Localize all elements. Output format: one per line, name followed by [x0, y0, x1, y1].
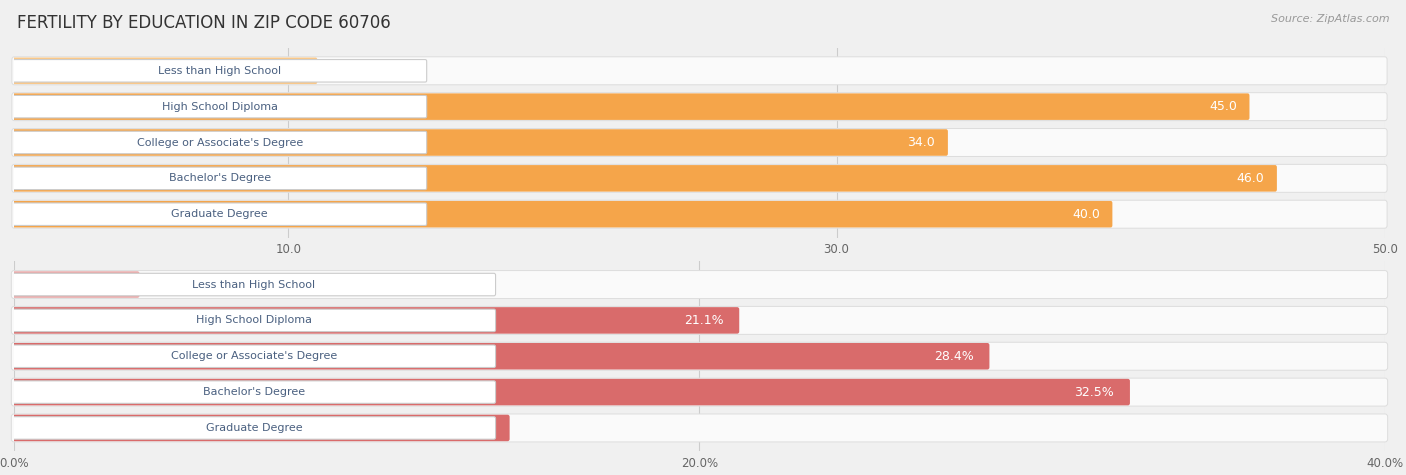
FancyBboxPatch shape [11, 200, 1388, 228]
Text: Bachelor's Degree: Bachelor's Degree [202, 387, 305, 397]
Text: 45.0: 45.0 [1209, 100, 1237, 113]
FancyBboxPatch shape [13, 203, 426, 226]
FancyBboxPatch shape [13, 343, 990, 370]
FancyBboxPatch shape [13, 95, 426, 118]
FancyBboxPatch shape [11, 378, 1388, 406]
Text: Source: ZipAtlas.com: Source: ZipAtlas.com [1271, 14, 1389, 24]
FancyBboxPatch shape [13, 309, 495, 332]
FancyBboxPatch shape [11, 271, 1388, 298]
FancyBboxPatch shape [11, 164, 1388, 192]
Text: 34.0: 34.0 [907, 136, 935, 149]
FancyBboxPatch shape [13, 57, 318, 84]
Text: Less than High School: Less than High School [157, 66, 281, 76]
Text: 46.0: 46.0 [1236, 172, 1264, 185]
FancyBboxPatch shape [13, 273, 495, 296]
FancyBboxPatch shape [13, 345, 495, 368]
FancyBboxPatch shape [13, 167, 426, 190]
Text: 40.0: 40.0 [1071, 208, 1099, 221]
FancyBboxPatch shape [13, 379, 1130, 405]
FancyBboxPatch shape [13, 381, 495, 403]
FancyBboxPatch shape [11, 342, 1388, 370]
FancyBboxPatch shape [13, 271, 139, 298]
Text: 14.4%: 14.4% [454, 421, 494, 435]
Text: 32.5%: 32.5% [1074, 386, 1114, 399]
Text: College or Associate's Degree: College or Associate's Degree [136, 137, 302, 148]
Text: Graduate Degree: Graduate Degree [172, 209, 269, 219]
Text: 3.6%: 3.6% [157, 278, 190, 291]
FancyBboxPatch shape [13, 201, 1112, 228]
FancyBboxPatch shape [13, 59, 426, 82]
FancyBboxPatch shape [13, 131, 426, 154]
Text: Less than High School: Less than High School [193, 280, 315, 290]
FancyBboxPatch shape [13, 417, 495, 439]
FancyBboxPatch shape [13, 165, 1277, 191]
FancyBboxPatch shape [11, 57, 1388, 85]
FancyBboxPatch shape [11, 414, 1388, 442]
Text: Graduate Degree: Graduate Degree [205, 423, 302, 433]
FancyBboxPatch shape [11, 306, 1388, 334]
Text: FERTILITY BY EDUCATION IN ZIP CODE 60706: FERTILITY BY EDUCATION IN ZIP CODE 60706 [17, 14, 391, 32]
Text: 28.4%: 28.4% [934, 350, 973, 363]
Text: High School Diploma: High School Diploma [162, 102, 278, 112]
Text: College or Associate's Degree: College or Associate's Degree [172, 351, 337, 361]
FancyBboxPatch shape [11, 93, 1388, 121]
FancyBboxPatch shape [13, 129, 948, 156]
FancyBboxPatch shape [13, 94, 1250, 120]
Text: Bachelor's Degree: Bachelor's Degree [169, 173, 271, 183]
FancyBboxPatch shape [11, 129, 1388, 156]
Text: 11.0: 11.0 [332, 64, 360, 77]
Text: 21.1%: 21.1% [683, 314, 724, 327]
FancyBboxPatch shape [13, 307, 740, 333]
Text: High School Diploma: High School Diploma [195, 315, 312, 325]
FancyBboxPatch shape [13, 415, 509, 441]
